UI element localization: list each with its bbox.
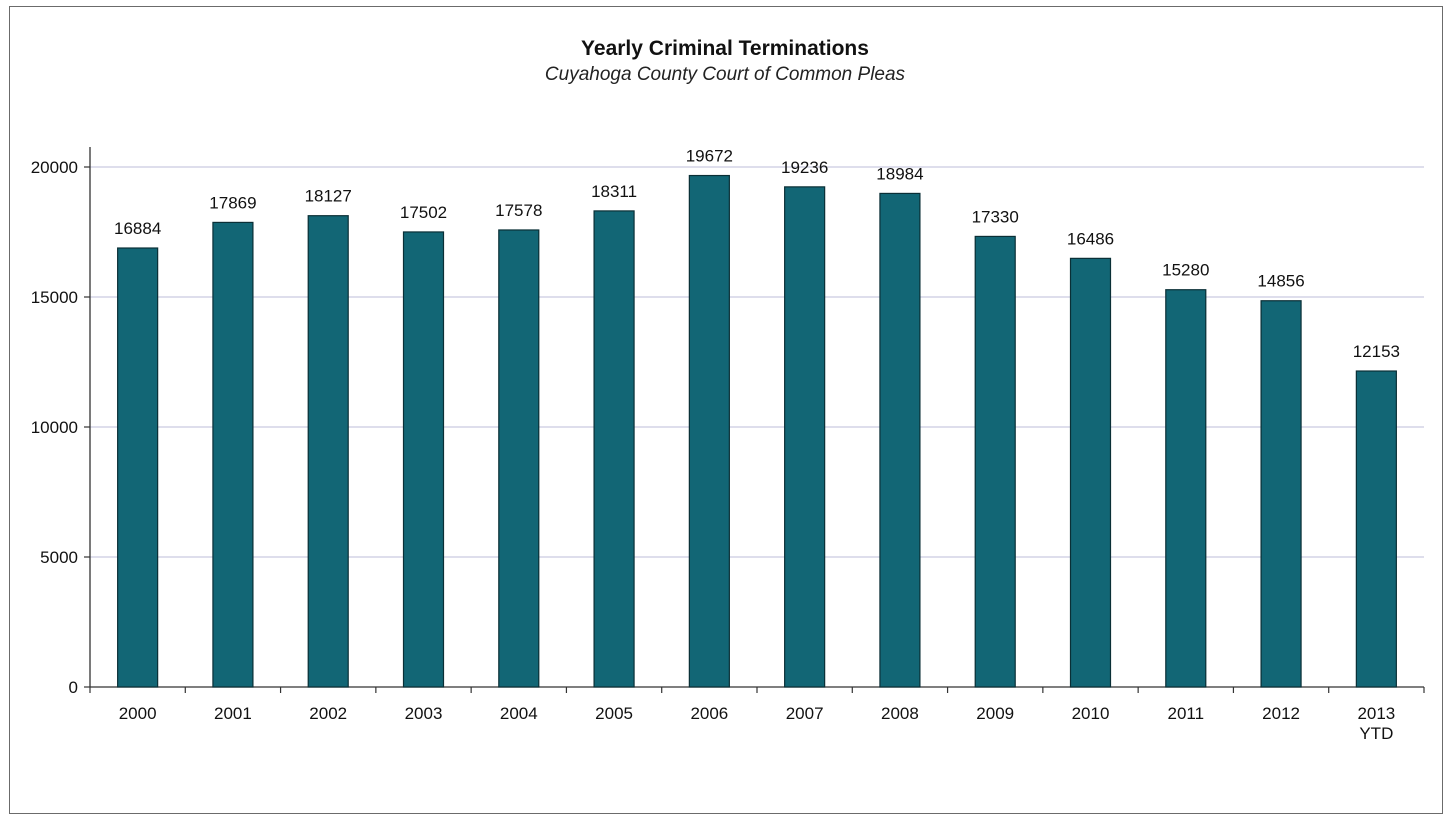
bar-2004 — [498, 229, 540, 688]
bar-2003 — [402, 231, 445, 688]
x-tick-label: 2010 — [1072, 704, 1110, 723]
x-tick-label: 2000 — [119, 704, 157, 723]
data-label: 17869 — [209, 193, 256, 212]
data-label: 12153 — [1353, 342, 1400, 361]
bar-2000 — [117, 247, 159, 688]
y-tick-label: 0 — [69, 678, 78, 697]
data-label: 19236 — [781, 158, 828, 177]
chart-title: Yearly Criminal Terminations — [581, 37, 869, 60]
tick-labels: 0 5000 10000 15000 20000 2000 2001 2002 2003 2004… — [31, 158, 1396, 743]
chart-subtitle: Cuyahoga County Court of Common Pleas — [544, 64, 906, 85]
data-label: 16486 — [1067, 229, 1114, 248]
data-label: 18984 — [876, 164, 923, 183]
bar-2008 — [879, 192, 921, 688]
bar-2006 — [688, 174, 730, 688]
x-tick-label: 2004 — [500, 704, 538, 723]
data-label: 15280 — [1162, 261, 1209, 280]
data-label: 17330 — [972, 207, 1019, 226]
x-tick-label: 2011 — [1168, 704, 1205, 723]
x-tick-label: 2013 — [1357, 704, 1395, 723]
data-label: 14856 — [1257, 272, 1304, 291]
data-label: 18127 — [305, 187, 352, 206]
data-label: 16884 — [114, 219, 161, 238]
bar-2011 — [1165, 289, 1207, 688]
data-label: 18311 — [591, 182, 637, 201]
bar-2013-ytd — [1355, 370, 1397, 688]
axes — [84, 147, 1425, 693]
x-tick-label: 2012 — [1262, 704, 1300, 723]
data-label: 17502 — [400, 203, 447, 222]
bar-2005 — [593, 210, 635, 688]
x-tick-label: 2002 — [309, 704, 347, 723]
data-label: 19672 — [686, 147, 733, 166]
y-tick-label: 15000 — [31, 288, 78, 307]
x-tick-label: 2001 — [214, 704, 252, 723]
bar-2002 — [307, 215, 349, 688]
bar-2010 — [1069, 257, 1112, 688]
x-tick-label: 2005 — [595, 704, 633, 723]
y-tick-label: 20000 — [31, 158, 78, 177]
data-label: 17578 — [495, 201, 542, 220]
bars — [117, 174, 1397, 688]
x-tick-label: YTD — [1359, 724, 1393, 743]
x-tick-label: 2008 — [881, 704, 919, 723]
bar-2001 — [212, 221, 254, 688]
x-tick-label: 2006 — [690, 704, 728, 723]
bar-2012 — [1260, 300, 1302, 688]
x-tick-label: 2009 — [976, 704, 1014, 723]
y-tick-label: 5000 — [40, 548, 78, 567]
data-labels: 16884 17869 18127 17502 17578 18311 19672 19236… — [114, 147, 1400, 361]
bar-2007 — [784, 186, 826, 688]
gridlines — [90, 166, 1424, 558]
x-tick-label: 2007 — [786, 704, 824, 723]
x-tick-label: 2003 — [405, 704, 443, 723]
y-tick-label: 10000 — [31, 418, 78, 437]
bar-2009 — [974, 235, 1016, 688]
